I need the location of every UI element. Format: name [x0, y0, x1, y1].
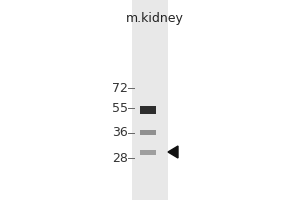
- Text: m.kidney: m.kidney: [126, 12, 184, 25]
- Bar: [140, 130, 156, 134]
- Bar: [132, 0, 168, 200]
- Text: 72: 72: [112, 82, 128, 95]
- Polygon shape: [168, 146, 178, 158]
- Bar: [140, 150, 156, 154]
- Text: 28: 28: [112, 152, 128, 164]
- Text: 36: 36: [112, 127, 128, 140]
- Text: 55: 55: [112, 102, 128, 114]
- Bar: [140, 106, 156, 114]
